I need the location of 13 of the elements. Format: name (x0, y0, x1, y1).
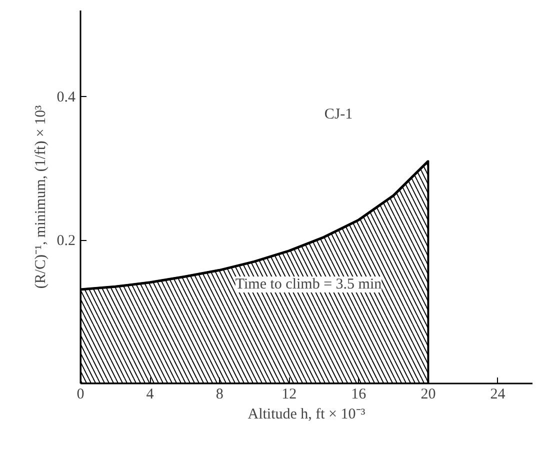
x-tick-label: 0 (76, 386, 84, 402)
y-tick-label: 0.4 (56, 90, 76, 106)
annotation: Time to climb = 3.5 min (235, 276, 382, 292)
x-tick-label: 20 (420, 386, 436, 402)
x-tick-label: 12 (282, 386, 297, 402)
y-axis-title: (R/C)⁻¹, minimum, (1/ft) × 10³ (32, 104, 49, 289)
y-tick-label: 0.2 (56, 233, 76, 250)
annotation: CJ-1 (324, 106, 353, 122)
x-axis-title: Altitude h, ft × 10⁻³ (248, 406, 366, 422)
x-tick-label: 4 (146, 386, 154, 402)
x-tick-label: 8 (216, 386, 224, 402)
x-tick-label: 24 (490, 386, 506, 402)
x-tick-label: 16 (351, 386, 367, 402)
